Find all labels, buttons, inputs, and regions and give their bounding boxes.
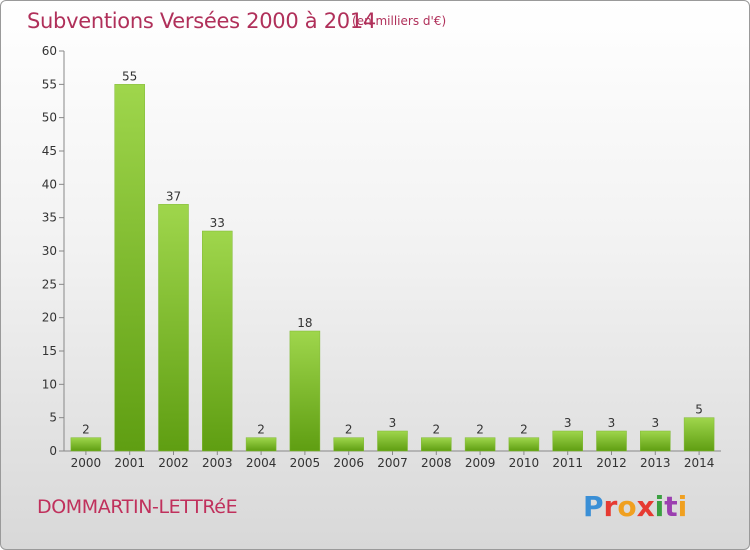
y-tick-label: 0	[49, 444, 57, 458]
bar	[377, 430, 408, 452]
bar	[202, 230, 233, 452]
x-tick-label: 2005	[290, 456, 321, 470]
proxiti-logo[interactable]: Proxiti	[583, 490, 687, 523]
x-tick-label: 2007	[377, 456, 408, 470]
bar-value-label: 55	[122, 69, 137, 83]
bar	[245, 437, 277, 452]
logo-letter: r	[603, 490, 618, 523]
bar	[596, 430, 627, 452]
bar-value-label: 2	[476, 423, 484, 437]
bar-value-label: 5	[695, 403, 703, 417]
x-tick-label: 2009	[465, 456, 496, 470]
bar-value-label: 2	[82, 423, 90, 437]
y-tick-label: 10	[42, 377, 57, 391]
x-tick-label: 2001	[114, 456, 145, 470]
x-tick-label: 2000	[71, 456, 102, 470]
y-tick-label: 30	[42, 244, 57, 258]
bar-value-label: 2	[257, 423, 265, 437]
bar	[158, 204, 189, 452]
bar-value-label: 18	[297, 316, 312, 330]
bar	[114, 84, 145, 452]
x-tick-label: 2002	[158, 456, 189, 470]
x-tick-label: 2012	[596, 456, 627, 470]
bar	[552, 430, 583, 452]
logo-letter: P	[583, 490, 604, 523]
bar	[421, 437, 452, 452]
y-tick-label: 45	[42, 144, 57, 158]
x-tick-label: 2003	[202, 456, 233, 470]
bar-value-label: 2	[345, 423, 353, 437]
x-tick-label: 2006	[333, 456, 364, 470]
logo-letter: t	[664, 490, 678, 523]
x-tick-label: 2004	[246, 456, 277, 470]
bar	[464, 437, 496, 452]
bar	[289, 330, 321, 452]
bar	[508, 437, 540, 452]
bar-value-label: 2	[432, 423, 440, 437]
x-tick-label: 2014	[684, 456, 715, 470]
x-tick-label: 2010	[509, 456, 540, 470]
commune-name: DOMMARTIN-LETTRéE	[37, 496, 238, 518]
x-tick-label: 2013	[640, 456, 671, 470]
logo-letter: o	[617, 490, 637, 523]
chart-subtitle: (en milliers d'€)	[352, 14, 447, 28]
x-tick-label: 2008	[421, 456, 452, 470]
bar-value-label: 3	[608, 416, 616, 430]
bar-value-label: 3	[389, 416, 397, 430]
bar	[333, 437, 364, 452]
bar-value-label: 2	[520, 423, 528, 437]
bar-value-label: 37	[166, 189, 181, 203]
bar-value-label: 33	[210, 216, 225, 230]
y-tick-label: 25	[42, 277, 57, 291]
y-tick-label: 15	[42, 344, 57, 358]
y-tick-label: 35	[42, 211, 57, 225]
y-tick-label: 40	[42, 177, 57, 191]
bar-value-label: 3	[651, 416, 659, 430]
y-tick-label: 50	[42, 111, 57, 125]
bar	[640, 430, 671, 452]
x-tick-label: 2011	[552, 456, 583, 470]
y-tick-label: 20	[42, 311, 57, 325]
logo-letter: i	[654, 490, 665, 523]
logo-letter: x	[636, 490, 655, 523]
bar	[683, 417, 715, 452]
y-tick-label: 60	[42, 44, 57, 58]
logo-letter: i	[677, 490, 688, 523]
bar	[70, 437, 102, 452]
y-tick-label: 55	[42, 77, 57, 91]
bar-value-label: 3	[564, 416, 572, 430]
chart-title: Subventions Versées 2000 à 2014	[27, 9, 376, 33]
y-tick-label: 5	[49, 411, 57, 425]
